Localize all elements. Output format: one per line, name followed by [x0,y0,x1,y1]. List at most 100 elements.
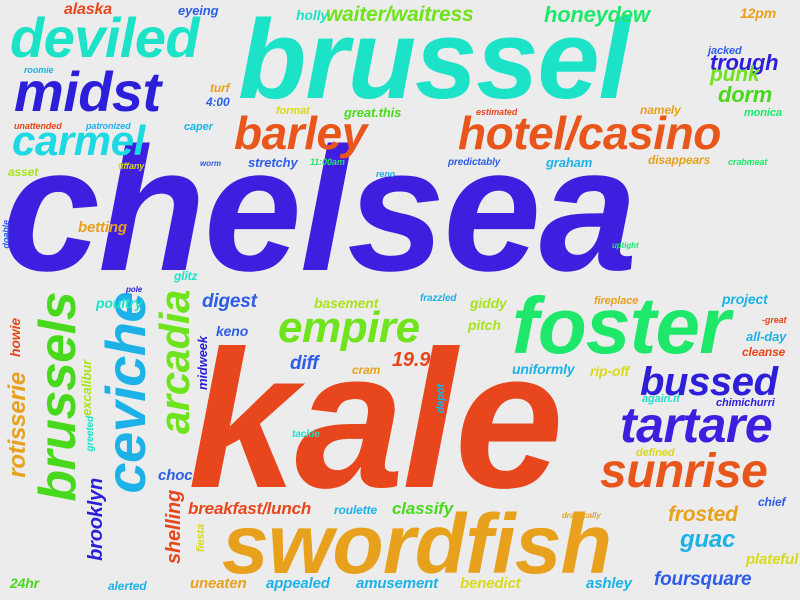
word-alaska: alaska [64,1,112,18]
word-benedict: benedict [460,575,521,592]
word-tiffany: tiffany [118,161,145,171]
word-namely: namely [640,103,681,117]
word-project: project [722,291,768,307]
word-frazzled: frazzled [420,293,457,304]
word-ashley: ashley [586,575,632,592]
word-defined: defined [636,447,675,459]
word-trough: trough [710,50,779,75]
word-midweek: midweek [195,336,210,391]
word-breakfast-lunch: breakfast/lunch [188,499,312,518]
word-chimichurri: chimichurri [716,397,775,409]
word-pole: pole [126,285,143,294]
word-4-00: 4:00 [206,95,230,109]
word-howie: howie [7,318,23,357]
word-great-dash: -great [762,315,787,325]
word-hotel-casino: hotel/casino [458,107,721,159]
word-brussels: brussels [29,292,87,502]
word-pitch: pitch [468,317,501,333]
word-shelling: shelling [163,490,185,564]
word-choc: choc [158,467,193,484]
word-midst: midst [14,60,161,123]
word-uniformly: uniformly [512,361,575,377]
word-holly: holly [296,7,328,23]
word-roomie: roomie [24,65,54,75]
word-poultry: poultry [96,295,143,311]
word-roulette: roulette [334,503,378,517]
word-appealed: appealed [266,575,330,592]
word-tackle: tackle [292,429,320,440]
word-foursquare: foursquare [654,569,752,590]
word-reno: reno [376,169,396,179]
word-again-it: again.it [642,393,680,405]
word-carmel: carmel [12,117,145,164]
word-guac: guac [680,526,736,553]
word-honeydew: honeydew [544,2,650,27]
word-brussel: brussel [238,0,630,122]
word-doable: doable [1,220,11,249]
word-monica: monica [744,107,782,119]
word-disappears: disappears [648,153,711,167]
word-uptight: uptight [612,241,639,250]
word-rip-off: rip-off [590,363,630,379]
word-deviled: deviled [10,6,200,69]
word-rotisserie: rotisserie [4,372,31,478]
word-basement: basement [314,295,379,311]
word-drastically: drastically [562,511,601,520]
word-barley: barley [234,107,367,159]
word-glitz: glitz [174,269,198,283]
word-asset: asset [8,165,39,179]
word-swordfish: swordfish [222,497,612,591]
word-cleanse: cleanse [742,345,786,359]
word-great-this: great.this [344,105,402,120]
word-depot: depot [435,384,447,414]
word-alerted: alerted [108,579,147,593]
word-dorm: dorm [718,82,773,107]
word-ceviche: ceviche [94,292,157,494]
word-jacked: jacked [708,45,742,57]
word-brooklyn: brooklyn [85,478,107,561]
word-tartare: tartare [620,397,773,453]
word-plateful: plateful [746,551,799,568]
word-excalibur: excalibur [79,360,94,416]
word-predictably: predictably [448,157,501,168]
word-fiesta: fiesta [195,524,207,553]
word-fireplace: fireplace [594,295,639,307]
word-chief: chief [758,495,786,509]
word-uneaten: uneaten [190,575,247,592]
word-betting: betting [78,219,127,236]
word-cram: cram [352,363,381,377]
word-12pm: 12pm [740,5,777,21]
word-empire: empire [278,303,420,352]
word-foster: foster [512,281,730,370]
word-diff: diff [290,353,319,374]
word-unattended: unattended [14,121,62,131]
word-patronized: patronized [86,121,131,131]
word-arcadia: arcadia [151,290,198,435]
word-greeted: greeted [85,416,96,452]
word-giddy: giddy [470,295,507,311]
word-punk: punk [710,63,760,86]
word-graham: graham [546,155,593,170]
word-waiter-waitress: waiter/waitress [326,3,474,26]
word-crabmeat: crabmeat [728,157,768,167]
word-digest: digest [202,291,257,312]
word-11-00am: 11:00am [310,157,345,167]
word-classify: classify [392,499,454,518]
word-estimated: estimated [476,107,518,117]
word-frosted: frosted [668,503,738,526]
word-kale: kale [188,310,564,529]
word-caper: caper [184,121,213,133]
word-24hr: 24hr [10,575,40,591]
word-eyeing: eyeing [178,3,219,18]
word-chelsea: chelsea [2,112,637,308]
word-amusement: amusement [356,575,439,592]
word-keno: keno [216,323,249,339]
word-19-95: 19.95 [392,349,442,371]
word-format: format [276,105,310,117]
word-worm: worm [200,159,222,168]
word-turf: turf [210,81,230,95]
word-all-day: all-day [746,329,787,344]
word-stretchy: stretchy [248,155,298,170]
word-sunrise: sunrise [600,445,768,498]
